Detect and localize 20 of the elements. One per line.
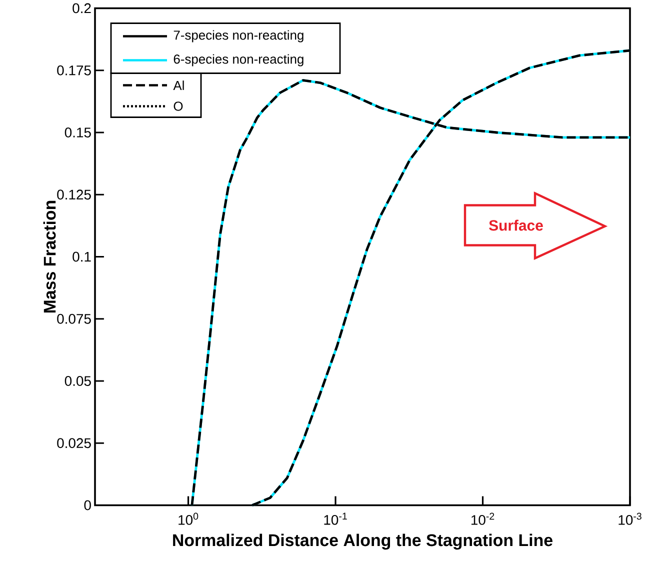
legend-label: 6-species non-reacting — [174, 54, 304, 66]
y-tick-label: 0.075 — [57, 314, 91, 324]
y-tick-label: 0.125 — [57, 190, 91, 200]
y-tick-label: 0.1 — [72, 252, 91, 262]
y-tick-label: 0.2 — [72, 3, 91, 14]
x-tick-label: 10$^{0}$ — [178, 512, 198, 525]
y-axis-title: Mass Fraction — [43, 200, 56, 312]
y-tick-label: 0.175 — [57, 65, 91, 76]
x-tick-label: 10$^{-3}$ — [618, 512, 642, 525]
y-tick-label: 0.025 — [57, 438, 91, 448]
annotation: O — [174, 102, 183, 111]
x-tick-label: 10$^{-2}$ — [471, 512, 494, 525]
annotation: Al — [173, 80, 184, 90]
legend-label: 7-species non-reacting — [174, 30, 304, 42]
x-axis-title: Normalized Distance Along the Stagnation Line — [173, 534, 552, 550]
x-tick-label: 10$^{-1}$ — [324, 512, 347, 525]
y-tick-label: 0.05 — [64, 376, 91, 386]
y-tick-label: 0.15 — [64, 127, 91, 138]
y-tick-label: 0 — [84, 500, 91, 510]
annotation: Surface — [489, 220, 543, 231]
